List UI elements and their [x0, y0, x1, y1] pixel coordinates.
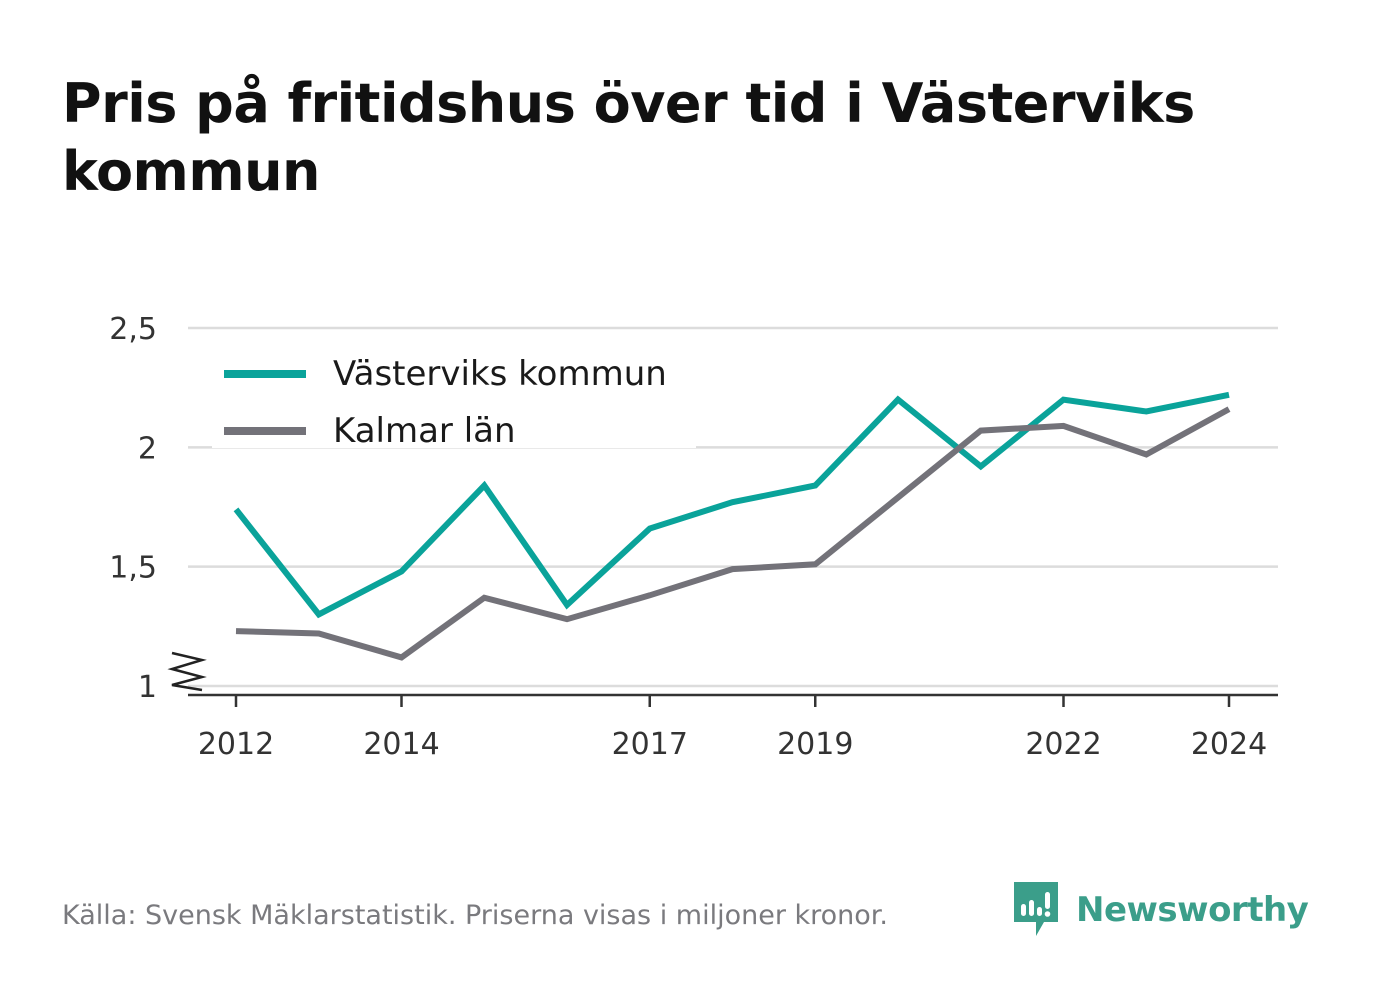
legend-label: Västerviks kommun	[333, 354, 667, 394]
axes: 1 1,5 2 2,5 2012 2014 2017 2019 2022 2024	[109, 312, 1278, 762]
chart-title: Pris på fritidshus över tid i Västerviks…	[62, 72, 1195, 203]
brand-name: Newsworthy	[1076, 890, 1309, 930]
brand-logo[interactable]: Newsworthy	[1010, 880, 1309, 940]
series-line-1	[233, 391, 1230, 619]
x-tick-label: 2022	[1025, 727, 1101, 762]
x-tick-label: 2014	[363, 727, 439, 762]
y-tick-label: 2,5	[109, 312, 157, 347]
x-tick-label: 2017	[612, 727, 688, 762]
x-tick-label: 2024	[1191, 727, 1267, 762]
series-line-2	[235, 406, 1231, 661]
legend: Västerviks kommun Kalmar län	[212, 348, 696, 451]
series-lines	[233, 391, 1231, 661]
source-note: Källa: Svensk Mäklarstatistik. Priserna …	[62, 900, 889, 931]
x-tick-label: 2019	[777, 727, 853, 762]
y-tick-label: 2	[138, 431, 157, 466]
newsworthy-logo-icon	[1014, 882, 1058, 936]
x-tick-label: 2012	[198, 727, 274, 762]
legend-label: Kalmar län	[333, 411, 516, 451]
axis-break-icon	[167, 651, 207, 692]
gridlines	[188, 326, 1278, 688]
y-tick-label: 1,5	[109, 551, 157, 586]
y-tick-label: 1	[138, 670, 157, 705]
